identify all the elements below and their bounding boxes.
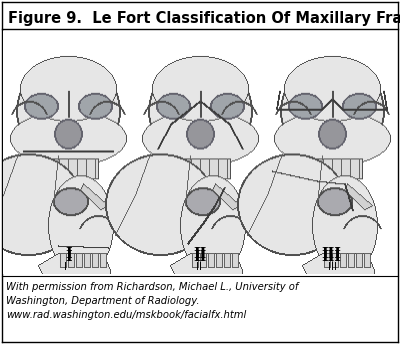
Text: Figure 9.  Le Fort Classification Of Maxillary Fractures: Figure 9. Le Fort Classification Of Maxi…: [8, 11, 400, 26]
Text: I: I: [65, 250, 72, 264]
Text: With permission from Richardson, Michael L., University of
Washington, Departmen: With permission from Richardson, Michael…: [6, 282, 298, 320]
Text: III: III: [321, 247, 341, 261]
Text: III: III: [321, 250, 341, 264]
Text: II: II: [193, 250, 207, 264]
Text: II: II: [193, 247, 207, 261]
Text: I: I: [65, 247, 72, 261]
